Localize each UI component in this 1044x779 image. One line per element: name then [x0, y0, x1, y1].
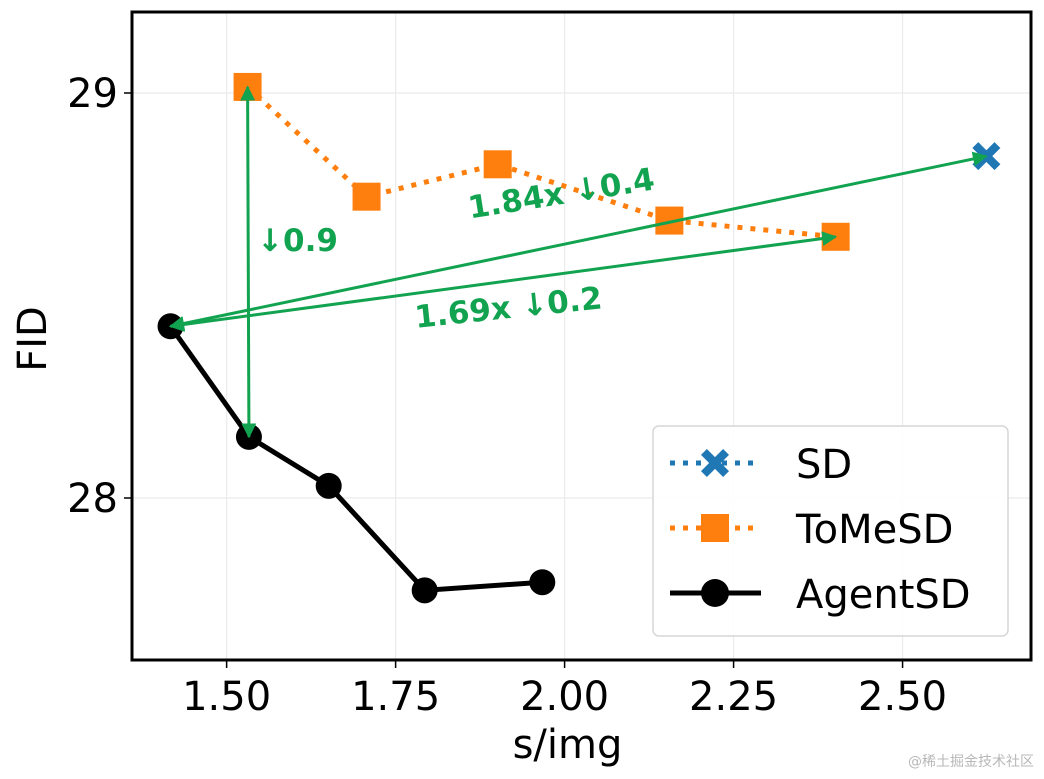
series-agentsd — [157, 313, 556, 604]
legend-marker — [701, 449, 729, 477]
annotation-1: ↓0.9 — [240, 85, 338, 439]
y-tick-label: 28 — [67, 476, 118, 522]
plot-frame — [130, 10, 1033, 662]
data-point-agentsd — [315, 472, 342, 499]
x-tick-label: 2.25 — [689, 674, 778, 720]
x-tick-label: 1.75 — [351, 674, 440, 720]
grid — [132, 12, 1031, 660]
legend-item-agentsd: AgentSD — [670, 572, 971, 618]
legend-label: ToMeSD — [795, 507, 953, 553]
legend-item-sd: SD — [670, 442, 852, 488]
data-point-agentsd — [529, 569, 556, 596]
annotation-arrow — [240, 85, 257, 439]
axis-ticks: 1.50 1.75 2.00 2.25 2.50 28 29 — [67, 71, 947, 720]
x-tick-label: 1.50 — [182, 674, 271, 720]
x-axis-label: s/img — [513, 722, 623, 768]
legend-label: SD — [796, 442, 852, 488]
x-tick-label: 2.50 — [858, 674, 947, 720]
x-tick-label: 2.00 — [520, 674, 609, 720]
data-point-agentsd — [411, 577, 438, 604]
annotation-arrow — [169, 231, 838, 332]
y-tick-label: 29 — [67, 71, 118, 117]
legend-item-tomesd: ToMeSD — [670, 507, 953, 553]
legend-box — [652, 425, 1009, 637]
y-axis-label: FID — [10, 306, 56, 372]
data-point-tomesd — [483, 150, 512, 179]
watermark: @稀土掘金技术社区 — [908, 754, 1034, 770]
legend-marker — [701, 579, 729, 607]
annotation-label: ↓0.9 — [257, 223, 338, 259]
legend: SD ToMeSD AgentSD — [652, 425, 1009, 637]
legend-label: AgentSD — [796, 572, 971, 618]
legend-marker — [701, 514, 729, 542]
annotations-layer: ↓0.91.84x ↓0.41.69x ↓0.2 — [169, 85, 988, 439]
data-point-tomesd — [352, 182, 381, 211]
